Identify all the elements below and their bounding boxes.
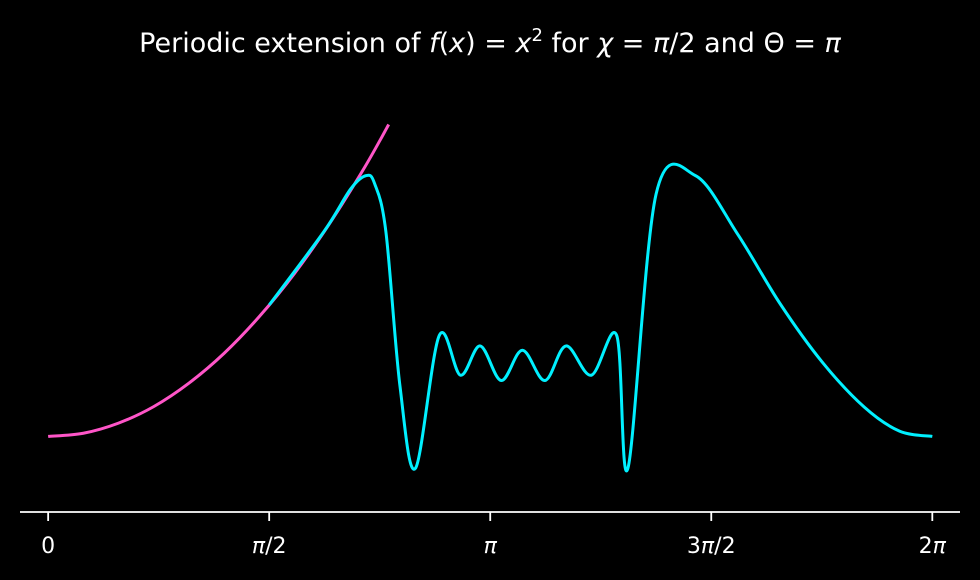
x-tick-label-2: π xyxy=(484,534,498,559)
series-line-1 xyxy=(268,162,933,473)
chart-title: Periodic extension of f(x) = x2 for χ = … xyxy=(139,25,841,59)
x-axis-ticks: 0 π/2 π 3π/2 2π xyxy=(41,512,947,559)
x-tick-label-3: 3π/2 xyxy=(687,534,736,559)
plot-area xyxy=(48,123,933,473)
x-tick-label-0: 0 xyxy=(41,534,55,559)
x-tick-label-1: π/2 xyxy=(252,534,287,559)
x-tick-label-4: 2π xyxy=(919,534,947,559)
